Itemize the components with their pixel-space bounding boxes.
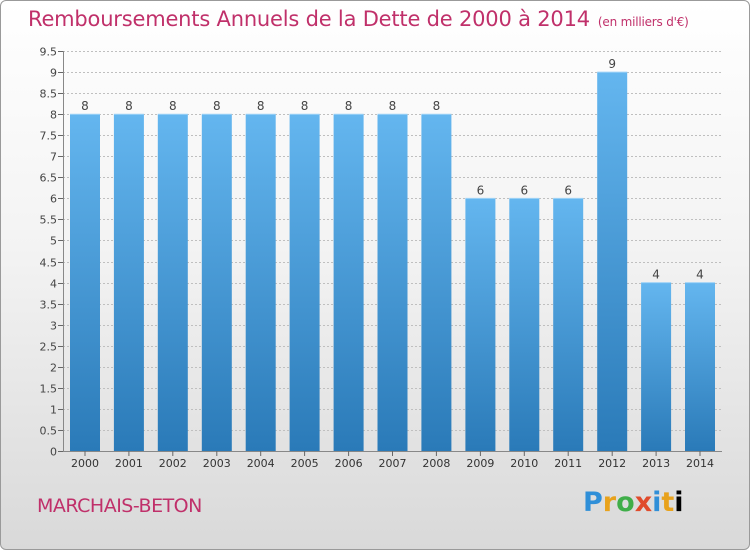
y-tick-label: 8.5 — [40, 88, 58, 101]
x-tick-label: 2014 — [686, 457, 714, 470]
bar — [245, 114, 276, 451]
bar — [201, 114, 232, 451]
logo-letter: r — [602, 487, 617, 518]
y-tick-label: 7.5 — [40, 130, 58, 143]
x-tick-label: 2000 — [71, 457, 99, 470]
y-tick-label: 5 — [50, 235, 57, 248]
bar — [70, 114, 100, 451]
data-label: 4 — [652, 268, 660, 282]
x-tick-label: 2009 — [466, 457, 494, 470]
y-tick-label: 3 — [50, 320, 57, 333]
y-tick-label: 5.5 — [40, 214, 58, 227]
y-tick-label: 7 — [50, 151, 57, 164]
logo-letter: x — [634, 487, 653, 518]
y-tick-label: 0.5 — [40, 425, 58, 438]
bar — [157, 114, 188, 451]
data-label: 8 — [169, 99, 177, 113]
data-label: 6 — [477, 183, 485, 197]
logo-letter: i — [652, 487, 662, 518]
x-tick-label: 2010 — [510, 457, 538, 470]
x-tick-label: 2006 — [335, 457, 363, 470]
bar — [597, 72, 628, 451]
x-tick-label: 2008 — [422, 457, 450, 470]
logo-letter: i — [674, 487, 684, 518]
y-tick-label: 0 — [50, 446, 57, 459]
y-tick-label: 9 — [50, 67, 57, 80]
chart-unit: (en milliers d'€) — [597, 15, 689, 29]
data-label: 8 — [257, 99, 265, 113]
bar — [333, 114, 364, 451]
bar — [465, 198, 496, 451]
x-tick-label: 2005 — [291, 457, 319, 470]
y-tick-label: 4.5 — [40, 257, 58, 270]
bar — [113, 114, 144, 451]
bars — [70, 71, 715, 451]
y-tick-label: 8 — [50, 109, 57, 122]
logo-letter: o — [616, 487, 635, 518]
bar — [377, 114, 408, 451]
data-label: 8 — [81, 99, 89, 113]
chart-title: Remboursements Annuels de la Dette de 20… — [28, 7, 689, 31]
data-label: 8 — [389, 99, 397, 113]
y-tick-label: 6.5 — [40, 172, 58, 185]
x-tick-label: 2003 — [203, 457, 231, 470]
bar — [509, 198, 540, 451]
x-tick-label: 2013 — [642, 457, 670, 470]
x-tick-label: 2012 — [598, 457, 626, 470]
x-tick-label: 2001 — [115, 457, 143, 470]
logo-letter: t — [661, 487, 675, 518]
data-label: 8 — [433, 99, 441, 113]
y-tick-label: 9.5 — [40, 46, 58, 59]
bar — [641, 282, 672, 451]
y-tick-label: 4 — [50, 278, 57, 291]
bar — [289, 114, 320, 451]
commune-name: MARCHAIS-BETON — [37, 495, 202, 517]
x-tick-label: 2011 — [554, 457, 582, 470]
y-tick-label: 1 — [50, 404, 57, 417]
data-label: 6 — [564, 183, 572, 197]
axes: 0 0.5 1 1.5 2 2.5 3 3.5 4 4.5 5 5.5 6 6.5 7 7.5 8 8.5 9 9.5… — [40, 46, 722, 470]
data-label: 4 — [696, 268, 704, 282]
data-label: 8 — [345, 99, 353, 113]
logo-letter: P — [583, 487, 603, 518]
data-labels: 8 8 8 8 8 8 8 8 8 6 6 6 9 4 4 — [81, 57, 704, 282]
y-tick-label: 1.5 — [40, 383, 58, 396]
x-tick-label: 2002 — [159, 457, 187, 470]
bar — [421, 114, 452, 451]
y-tick-label: 3.5 — [40, 299, 58, 312]
proxiti-logo: Proxiti — [583, 487, 684, 518]
data-label: 6 — [520, 183, 528, 197]
data-label: 8 — [301, 99, 309, 113]
x-tick-label: 2007 — [379, 457, 407, 470]
data-label: 8 — [213, 99, 221, 113]
chart-title-text: Remboursements Annuels de la Dette de 20… — [28, 7, 590, 31]
data-label: 9 — [608, 57, 616, 71]
y-tick-label: 6 — [50, 193, 57, 206]
bar — [553, 198, 584, 451]
bar — [685, 282, 715, 451]
y-tick-label: 2.5 — [40, 341, 58, 354]
x-tick-label: 2004 — [247, 457, 275, 470]
y-tick-label: 2 — [50, 362, 57, 375]
data-label: 8 — [125, 99, 133, 113]
